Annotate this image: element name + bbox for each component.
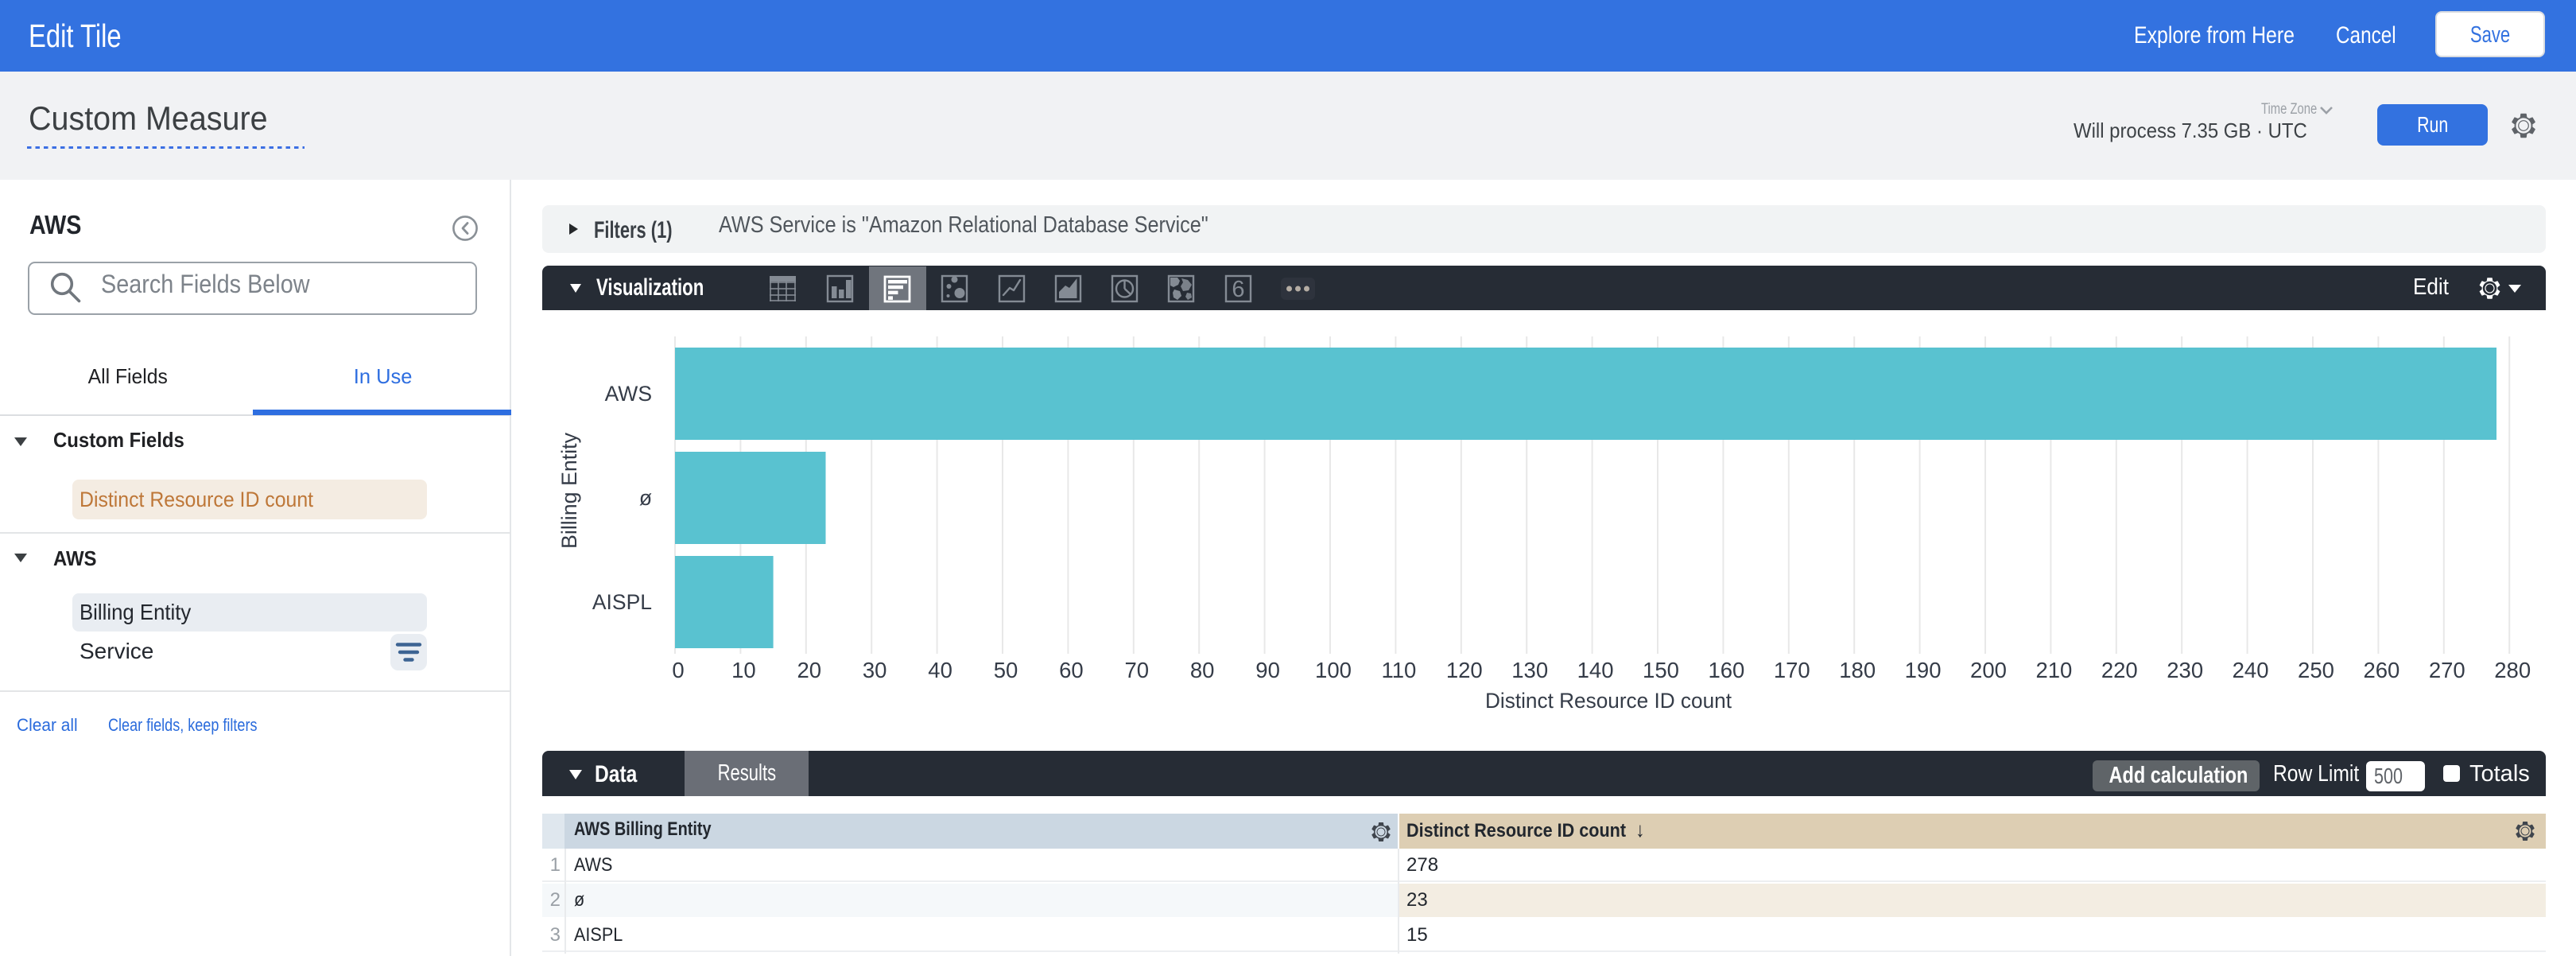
svg-text:130: 130 — [1511, 658, 1548, 682]
svg-text:70: 70 — [1125, 658, 1150, 682]
svg-text:0: 0 — [672, 658, 684, 682]
svg-text:180: 180 — [1839, 658, 1876, 682]
svg-text:210: 210 — [2035, 658, 2072, 682]
svg-text:220: 220 — [2101, 658, 2138, 682]
svg-text:120: 120 — [1446, 658, 1483, 682]
svg-text:40: 40 — [928, 658, 952, 682]
svg-text:20: 20 — [797, 658, 822, 682]
svg-text:60: 60 — [1059, 658, 1084, 682]
svg-text:90: 90 — [1255, 658, 1280, 682]
svg-text:AISPL: AISPL — [592, 590, 652, 614]
svg-text:140: 140 — [1577, 658, 1614, 682]
svg-text:Distinct Resource ID count: Distinct Resource ID count — [1485, 689, 1732, 713]
svg-text:250: 250 — [2298, 658, 2334, 682]
svg-text:ø: ø — [639, 486, 652, 510]
svg-text:260: 260 — [2363, 658, 2399, 682]
svg-text:200: 200 — [1970, 658, 2007, 682]
svg-text:160: 160 — [1708, 658, 1744, 682]
svg-text:80: 80 — [1190, 658, 1215, 682]
svg-text:10: 10 — [731, 658, 756, 682]
svg-text:150: 150 — [1643, 658, 1679, 682]
svg-text:30: 30 — [863, 658, 887, 682]
svg-text:Billing Entity: Billing Entity — [557, 432, 581, 549]
svg-text:230: 230 — [2167, 658, 2203, 682]
svg-text:240: 240 — [2233, 658, 2269, 682]
svg-text:6: 6 — [1232, 277, 1244, 302]
svg-text:270: 270 — [2429, 658, 2465, 682]
svg-text:190: 190 — [1905, 658, 1942, 682]
svg-text:100: 100 — [1315, 658, 1352, 682]
svg-text:50: 50 — [994, 658, 1018, 682]
svg-text:AWS: AWS — [605, 382, 652, 406]
svg-text:280: 280 — [2494, 658, 2531, 682]
svg-text:170: 170 — [1774, 658, 1810, 682]
svg-text:110: 110 — [1381, 658, 1416, 682]
